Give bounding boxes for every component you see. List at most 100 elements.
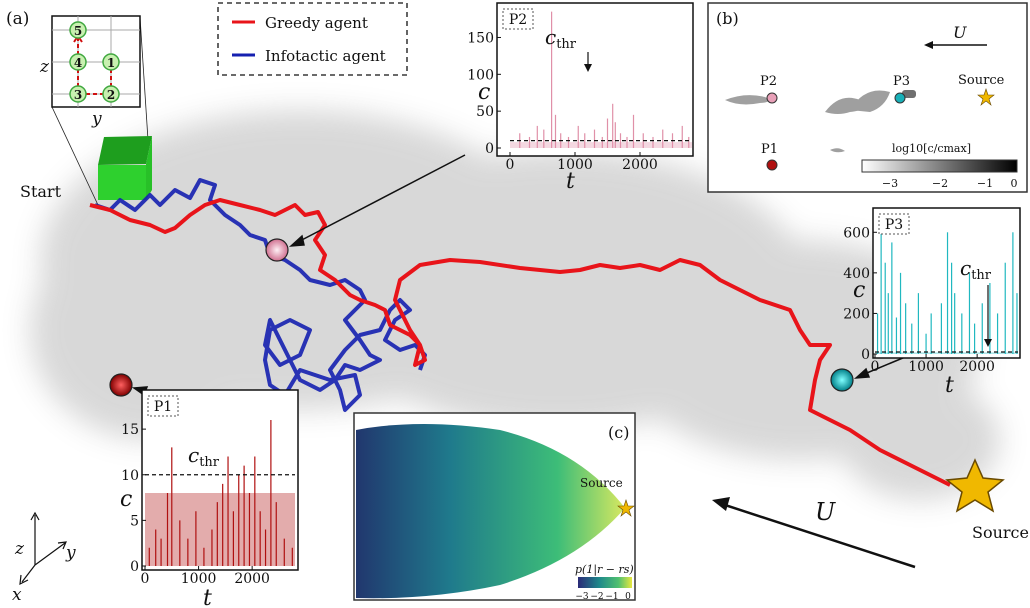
threshold-subscript: thr bbox=[199, 455, 220, 470]
axis-z-label: z bbox=[14, 539, 25, 559]
panel-c-source-star-icon bbox=[617, 499, 635, 517]
panel-b-p1-marker bbox=[766, 159, 778, 171]
source-label: Source bbox=[972, 523, 1029, 542]
x-tick-label: 0 bbox=[871, 359, 880, 375]
x-axis-label: t bbox=[566, 169, 575, 194]
axis-y-label: y bbox=[65, 543, 76, 563]
threshold-subscript: thr bbox=[971, 268, 992, 283]
threshold-arrowhead bbox=[984, 339, 992, 347]
x-tick-label: 1000 bbox=[181, 571, 217, 587]
title-box bbox=[147, 395, 179, 417]
baseline-noise bbox=[875, 352, 1018, 354]
colorbar-tick: −3 bbox=[575, 592, 589, 602]
baseline-noise bbox=[145, 493, 295, 566]
infotactic-trajectory bbox=[94, 178, 427, 412]
svg-text:5: 5 bbox=[74, 24, 82, 38]
source-star-icon bbox=[945, 458, 1005, 513]
legend-greedy: Greedy agent bbox=[265, 14, 368, 32]
wind-label: U bbox=[815, 498, 836, 526]
baseline-noise bbox=[510, 142, 692, 148]
axis-triad bbox=[19, 511, 67, 586]
x-tick-label: 2000 bbox=[959, 359, 995, 375]
y-tick-label: 200 bbox=[843, 306, 870, 322]
y-tick-label: 600 bbox=[843, 225, 870, 241]
y-tick-label: 0 bbox=[861, 347, 870, 363]
x-tick-label: 0 bbox=[506, 157, 515, 173]
z-label: z bbox=[39, 57, 50, 77]
inset-title: P1 bbox=[154, 399, 172, 415]
title-box bbox=[878, 213, 910, 235]
grid-node: 5 bbox=[69, 21, 87, 39]
y-tick-label: 0 bbox=[130, 559, 139, 575]
svg-text:4: 4 bbox=[74, 56, 82, 70]
x-tick-label: 2000 bbox=[234, 571, 270, 587]
probe-p1-marker bbox=[109, 373, 133, 397]
y-tick-label: 100 bbox=[467, 67, 494, 83]
colorbar-tick: 0 bbox=[1011, 177, 1018, 190]
start-label: Start bbox=[20, 182, 62, 201]
panel-label-b: (b) bbox=[716, 9, 739, 28]
panel-b: (b) U P2 P3 Source P1 log10[c/cmax] −3 −… bbox=[707, 2, 1028, 193]
panel-b-source-star-icon bbox=[977, 88, 995, 106]
legend: Greedy agent Infotactic agent bbox=[217, 2, 408, 76]
leader-arrows bbox=[131, 154, 911, 413]
svg-text:2: 2 bbox=[107, 88, 115, 102]
panel-b-colorbar-label: log10[c/cmax] bbox=[892, 142, 971, 155]
panel-c-colorbar bbox=[578, 577, 632, 588]
svg-text:1: 1 bbox=[107, 56, 115, 70]
panel-b-p3-label: P3 bbox=[893, 74, 910, 89]
panel-label-a: (a) bbox=[6, 9, 29, 29]
wind-arrow: U bbox=[712, 497, 916, 569]
grid-inset: 1 2 3 4 5 z y bbox=[39, 15, 149, 206]
panel-c: (c) Source p(1|r − rs) −3 −2 −1 0 bbox=[353, 412, 636, 602]
x-tick-label: 1000 bbox=[557, 157, 593, 173]
x-tick-label: 1000 bbox=[908, 359, 944, 375]
y-axis-label: c bbox=[120, 487, 132, 512]
colorbar-tick: 0 bbox=[625, 592, 631, 602]
threshold-arrowhead bbox=[584, 64, 592, 72]
probe-p3-marker bbox=[830, 368, 854, 392]
panel-c-source-label: Source bbox=[580, 476, 623, 490]
x-axis-label: t bbox=[203, 586, 212, 608]
panel-b-colorbar bbox=[861, 159, 1018, 173]
inset-title: P3 bbox=[885, 217, 903, 233]
odor-plume-cloud bbox=[30, 110, 1000, 500]
panel-c-colorbar-label: p(1|r − rs) bbox=[575, 563, 634, 577]
y-tick-label: 10 bbox=[121, 468, 139, 484]
grid-node: 4 bbox=[69, 53, 87, 71]
x-tick-label: 2000 bbox=[622, 157, 658, 173]
y-axis-label: c bbox=[478, 80, 490, 105]
threshold-subscript: thr bbox=[556, 37, 577, 52]
colorbar-tick: −1 bbox=[977, 177, 993, 190]
y-tick-label: 0 bbox=[485, 141, 494, 157]
probability-plume bbox=[356, 424, 625, 599]
panel-b-wind-label: U bbox=[953, 23, 967, 42]
panel-label-c: (c) bbox=[608, 423, 629, 442]
greedy-trajectory bbox=[89, 198, 951, 487]
title-box bbox=[502, 8, 534, 30]
panel-b-source-label: Source bbox=[958, 73, 1005, 88]
concentration-snapshot bbox=[725, 90, 916, 153]
y-tick-label: 50 bbox=[476, 104, 494, 120]
start-box bbox=[98, 136, 152, 200]
colorbar-tick: −2 bbox=[932, 177, 948, 190]
panel-b-p1-label: P1 bbox=[761, 142, 778, 157]
svg-text:3: 3 bbox=[74, 88, 82, 102]
y-tick-label: 5 bbox=[130, 513, 139, 529]
x-tick-label: 0 bbox=[141, 571, 150, 587]
panel-b-p2-marker bbox=[766, 92, 778, 104]
y-tick-label: 150 bbox=[467, 30, 494, 46]
x-axis-label: t bbox=[945, 373, 954, 398]
probe-p2-marker bbox=[265, 238, 289, 262]
panel-b-p2-label: P2 bbox=[760, 74, 777, 89]
colorbar-tick: −2 bbox=[590, 592, 603, 602]
grid-node: 1 bbox=[102, 53, 120, 71]
inset-title: P2 bbox=[509, 12, 527, 28]
grid-node: 3 bbox=[69, 85, 87, 103]
legend-infotactic: Infotactic agent bbox=[265, 47, 386, 65]
axis-x-label: x bbox=[12, 585, 22, 605]
